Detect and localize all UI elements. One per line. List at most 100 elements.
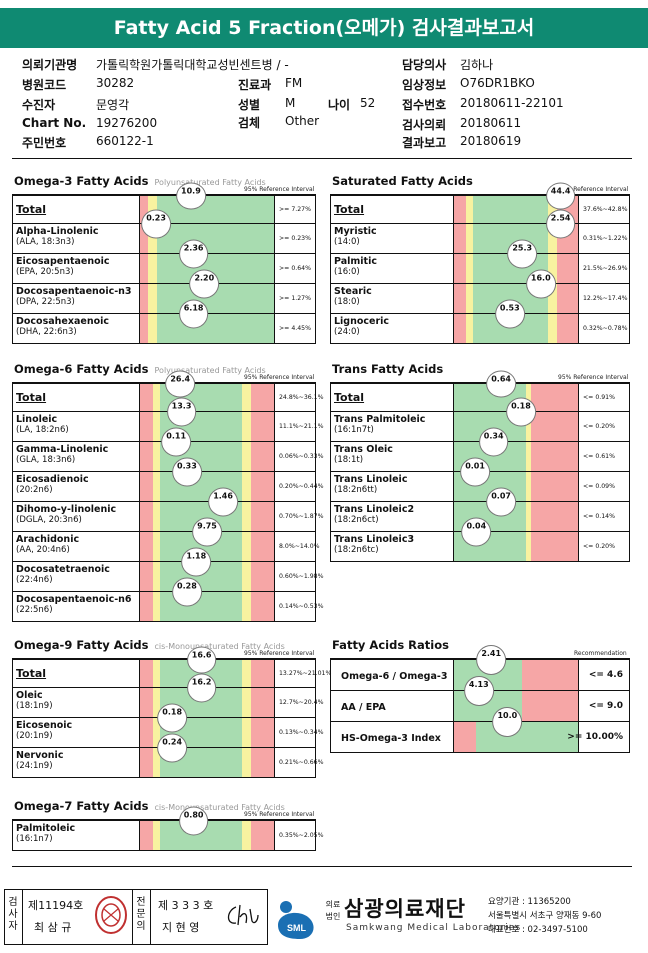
result-value-marker: 0.07: [486, 487, 516, 517]
reference-range: 0.20%~0.44%: [274, 472, 324, 501]
reference-range: <= 0.20%: [578, 412, 630, 441]
gauge-band: [251, 472, 274, 501]
row-label: Nervonic (24:1n9): [12, 748, 140, 777]
gauge-band: [476, 722, 578, 752]
dept-value: FM: [285, 76, 303, 90]
reference-range: <= 0.09%: [578, 472, 630, 501]
code-label: 병원코드: [22, 78, 67, 92]
gauge-band: [153, 562, 161, 591]
reference-range: 0.13%~0.34%: [274, 718, 324, 747]
result-value-marker: 2.20: [189, 269, 220, 299]
result-row: Arachidonic (AA, 20:4n6) 9.75 8.0%~14.0%: [12, 517, 320, 562]
result-value-marker: 26.4: [165, 370, 196, 398]
reference-range: <= 0.20%: [578, 532, 630, 561]
gauge-band: [530, 384, 578, 411]
result-table: Total 16.6 13.27%~21.01% Oleic (18:1n9) 16.2 1…: [12, 646, 331, 778]
care-institution-no: 요양기관 : 11365200: [488, 897, 571, 907]
result-row: Eicosadienoic (20:2n6) 0.33 0.20%~0.44%: [12, 457, 324, 502]
result-row: Dihomo-y-linolenic (DGLA, 20:3n6) 1.46 0.70…: [12, 487, 324, 532]
row-label: Trans Linoleic2 (18:2n6ct): [330, 502, 454, 531]
analyte-name: Docosatetraenoic: [16, 564, 110, 575]
section-title: Trans Fatty Acids: [332, 362, 443, 376]
ratio-row: AA / EPA 4.13 <= 9.0: [330, 676, 630, 722]
section-subtitle: cis-Monounsaturated Fatty Acids: [154, 642, 285, 651]
gauge-band: [140, 442, 154, 471]
lab-license-no: 제11194호: [28, 899, 84, 912]
analyte-name: Eicosapentaenoic: [16, 256, 110, 267]
result-value-marker: 13.3: [166, 397, 197, 427]
lab-name: 최 삼 규: [34, 921, 72, 934]
gauge-band: [140, 196, 149, 223]
analyte-code: (20:2n6): [16, 485, 53, 495]
result-row: Docosapentaenoic-n6 (22:5n6) 0.28 0.14%~0.5…: [12, 577, 324, 622]
result-table: Total 26.4 24.8%~36.1% Linoleic (LA, 18:2n6)…: [12, 370, 324, 622]
result-row: Myristic (14:0) 2.54 0.31%~1.22%: [330, 209, 630, 254]
result-value-marker: 1.46: [208, 487, 238, 517]
gauge-band: [525, 472, 531, 501]
gauge-band: [556, 254, 578, 283]
row-label: Oleic (18:1n9): [12, 688, 140, 717]
row-label: Arachidonic (AA, 20:4n6): [12, 532, 140, 561]
row-label: Myristic (14:0): [330, 224, 454, 253]
gauge-band: [530, 442, 578, 471]
reference-interval-label: 95% Reference Interval: [244, 650, 315, 657]
gauge-band: [466, 254, 473, 283]
gauge-band: [251, 748, 274, 777]
analyte-code: (18:2n6ct): [334, 515, 379, 525]
result-value-marker: 10.9: [176, 182, 206, 210]
reference-range: 12.2%~17.4%: [578, 284, 630, 313]
range-gauge: 0.28: [140, 577, 274, 621]
gauge-band: [140, 254, 149, 283]
analyte-name: Total: [16, 391, 47, 404]
analyte-code: (18:0): [334, 297, 360, 307]
gauge-band: [241, 660, 252, 687]
lab-label-char: 사: [8, 909, 18, 920]
result-row: Total 44.4 37.6%~42.8%: [330, 182, 630, 224]
gauge-band: [251, 442, 274, 471]
range-gauge: 6.18: [140, 299, 274, 343]
result-table: Palmitoleic (16:1n7) 0.80 0.35%~2.05%: [12, 806, 324, 851]
gauge-band: [140, 688, 154, 717]
doc-label-char: 전: [136, 897, 146, 908]
report-footer: 검 사 자 제11194호 최 삼 규 전 문 의 제 3 3 3 호 지 현 …: [4, 889, 640, 945]
gauge-band: [548, 196, 557, 223]
gauge-band: [157, 314, 274, 343]
gauge-band: [525, 442, 531, 471]
gauge-band: [140, 532, 154, 561]
gauge-band: [251, 562, 274, 591]
analyte-name: Palmitoleic: [16, 823, 76, 834]
reference-interval-label: 95% Reference Interval: [244, 811, 315, 818]
gauge-band: [140, 660, 154, 687]
clinic-value: O76DR1BKO: [460, 76, 535, 90]
reference-range: <= 0.61%: [578, 442, 630, 471]
analyte-code: (ALA, 18:3n3): [16, 237, 75, 247]
gauge-band: [140, 412, 154, 441]
row-label: Docosapentaenoic-n6 (22:5n6): [12, 592, 140, 621]
reference-interval-label: 95% Reference Interval: [244, 186, 315, 193]
gauge-band: [466, 224, 473, 253]
row-label: Total: [12, 660, 140, 687]
gauge-band: [140, 472, 154, 501]
result-row: Alpha-Linolenic (ALA, 18:3n3) 0.23 >= 0.23%: [12, 209, 316, 254]
gauge-band: [153, 502, 161, 531]
range-gauge: 0.18: [454, 397, 578, 441]
chart-value: 19276200: [96, 116, 158, 130]
range-gauge: 0.18: [140, 703, 274, 747]
result-row: Total 16.6 13.27%~21.01%: [12, 646, 331, 688]
range-gauge: 0.53: [454, 299, 578, 343]
recommendation: <= 9.0: [578, 691, 630, 721]
reference-interval-label: 95% Reference Interval: [558, 186, 629, 193]
range-gauge: 0.24: [140, 733, 274, 777]
analyte-code: (22:4n6): [16, 575, 53, 585]
row-label: Lignoceric (24:0): [330, 314, 454, 343]
result-value-marker: 0.24: [157, 733, 188, 763]
recommendation: <= 4.6: [578, 660, 630, 690]
analyte-name: Trans Palmitoleic: [334, 414, 426, 425]
gauge-band: [530, 412, 578, 441]
range-gauge: 0.11: [140, 427, 274, 471]
row-label: Gamma-Linolenic (GLA, 18:3n6): [12, 442, 140, 471]
reference-range: 0.06%~0.33%: [274, 442, 324, 471]
section-title: Saturated Fatty Acids: [332, 174, 473, 188]
row-label: HS-Omega-3 Index: [330, 722, 454, 752]
doctor-name: 지 현 영: [162, 921, 200, 934]
